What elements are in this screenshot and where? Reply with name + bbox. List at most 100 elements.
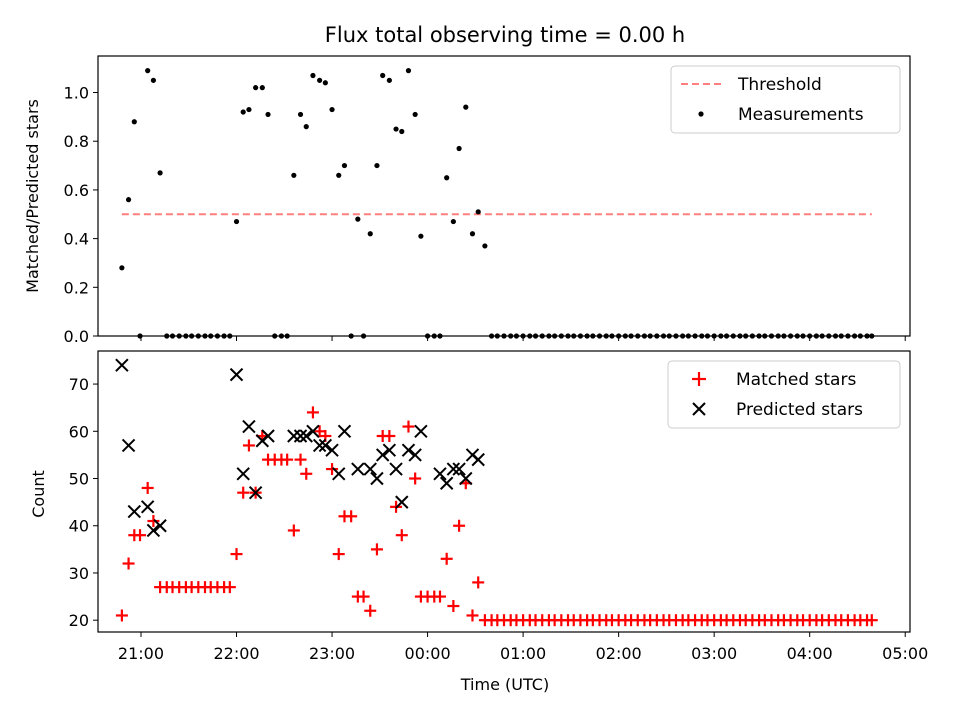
matched-star-point (453, 519, 466, 532)
predicted-x-b (325, 443, 339, 457)
predicted-x-b (446, 462, 461, 476)
predicted-x-b (389, 462, 403, 476)
predicted-x-b (318, 438, 333, 453)
matched-star-point (326, 463, 339, 476)
legend-measurements-swatch (698, 111, 704, 117)
predicted-x-b (115, 358, 129, 372)
matched-star-point (141, 481, 154, 494)
predicted-x-b (363, 462, 377, 476)
predicted-x-b (248, 485, 263, 500)
predicted-x-b (242, 419, 256, 434)
measurement-point (412, 111, 418, 118)
matched-star-point (409, 472, 422, 485)
matched-star-point (147, 515, 160, 528)
predicted-x-b (127, 504, 142, 519)
matched-star-point (237, 486, 250, 499)
predicted-star-point (337, 424, 352, 438)
matched-star-point (294, 453, 307, 466)
x-tick-label: 04:00 (787, 644, 833, 663)
predicted-star-point (140, 500, 155, 514)
measurement-point (475, 209, 481, 215)
measurement-point (265, 111, 271, 118)
x-tick-label: 23:00 (309, 644, 355, 663)
x-tick-label: 02:00 (596, 644, 642, 663)
x-tick-label: 05:00 (882, 644, 928, 663)
predicted-star-point (153, 519, 167, 533)
predicted-star-point (401, 443, 416, 457)
measurement-point (444, 175, 450, 181)
matched-star-point (300, 467, 313, 480)
measurement-point (240, 109, 246, 115)
predicted-x-b (337, 424, 352, 438)
predicted-x-b (382, 443, 397, 457)
predicted-x-b (299, 429, 313, 443)
measurement-point (386, 77, 392, 83)
measurement-point (456, 145, 462, 152)
predicted-x-b (408, 448, 422, 462)
predicted-star-point (433, 467, 447, 481)
predicted-x-b (261, 429, 275, 443)
matched-star-point (447, 600, 460, 613)
predicted-x-b (146, 523, 161, 538)
matched-star-point (370, 543, 383, 556)
predicted-x-b (370, 471, 384, 486)
predicted-star-point (229, 367, 244, 382)
measurement-point (291, 172, 297, 178)
predicted-star-point (452, 462, 466, 476)
top-legend-box (670, 65, 901, 134)
predicted-x-b (375, 448, 390, 462)
predicted-star-point (408, 448, 422, 462)
matched-star-point (865, 614, 878, 627)
predicted-x-b (395, 495, 409, 509)
predicted-star-point (382, 443, 397, 457)
matched-star-point (402, 420, 415, 433)
matched-star-point (122, 557, 135, 570)
measurement-point (380, 72, 386, 79)
predicted-star-point (351, 462, 365, 476)
matched-star-point (364, 604, 377, 617)
predicted-star-point (127, 504, 142, 519)
predicted-x-b (332, 467, 346, 481)
predicted-stars-series (115, 358, 485, 538)
bottom-y-tick-label: 20 (69, 611, 89, 630)
matched-star-point (440, 552, 453, 565)
legend-predicted-swatch (692, 402, 706, 416)
legend-matched-label: Matched stars (736, 370, 856, 390)
measurement-point (329, 106, 335, 113)
measurement-point (125, 197, 132, 203)
x-axis-label: Time (UTC) (460, 675, 549, 694)
x-tick-label: 21:00 (118, 644, 164, 663)
top-y-tick-label: 1.0 (64, 84, 89, 103)
predicted-star-point (312, 438, 327, 453)
top-y-tick-label: 0.4 (64, 230, 89, 249)
predicted-x-b (153, 519, 167, 533)
top-y-tick-label: 0.6 (64, 181, 89, 200)
measurement-point (482, 243, 488, 249)
measurement-point (399, 128, 405, 135)
predicted-x-b (312, 438, 327, 453)
legend-threshold-label: Threshold (737, 75, 822, 95)
measurement-point (131, 119, 137, 125)
legend-measurements-label: Measurements (738, 105, 864, 125)
predicted-x-b (471, 452, 485, 467)
predicted-x-b (306, 424, 320, 438)
bottom-y-tick-label: 40 (69, 517, 89, 536)
matched-star-point (242, 439, 255, 452)
bottom-legend-box (667, 360, 901, 429)
predicted-x-b (439, 476, 454, 490)
predicted-star-point (261, 429, 275, 443)
predicted-x-b (459, 471, 473, 486)
matched-star-point (345, 510, 358, 523)
measurement-point (303, 124, 309, 130)
predicted-x-b (452, 462, 466, 476)
top-y-tick-label: 0.2 (64, 278, 89, 297)
predicted-star-point (446, 462, 461, 476)
predicted-star-point (439, 476, 454, 490)
predicted-x-b (293, 429, 308, 443)
matched-star-point (383, 430, 396, 443)
top-y-tick-label: 0.8 (64, 132, 89, 151)
bottom-y-axis-label: Count (29, 470, 48, 518)
predicted-star-point (115, 358, 129, 372)
measurement-point (253, 85, 259, 91)
x-tick-label: 03:00 (691, 644, 737, 663)
